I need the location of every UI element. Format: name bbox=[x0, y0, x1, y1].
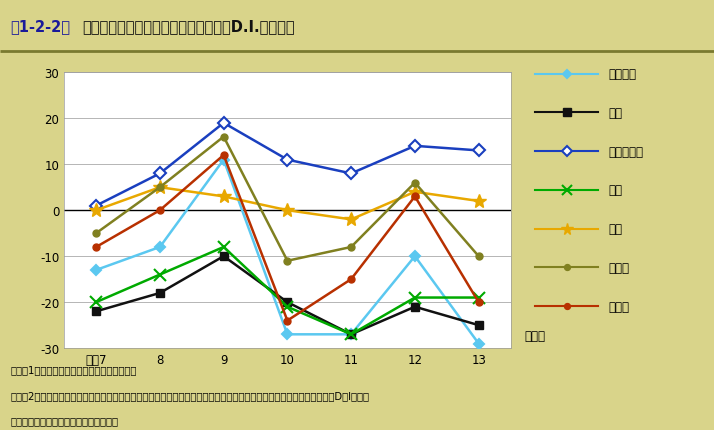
Text: 技能工: 技能工 bbox=[609, 261, 630, 274]
Text: 製造業における職種別過不足指数（D.I.）の推移: 製造業における職種別過不足指数（D.I.）の推移 bbox=[82, 19, 295, 34]
Text: 販売: 販売 bbox=[609, 223, 623, 236]
Text: 2．数値は労働者が「不足」と回答した事業所の比率から「過剰」と回答した事業所の比率を引いた値である（＝D．I．）。: 2．数値は労働者が「不足」と回答した事業所の比率から「過剰」と回答した事業所の比… bbox=[11, 390, 370, 400]
Text: 注）　1．各年とも８月調査の数値を用いた。: 注） 1．各年とも８月調査の数値を用いた。 bbox=[11, 365, 137, 375]
Text: 資料：厚生労働省「労働経済動向調査」: 資料：厚生労働省「労働経済動向調査」 bbox=[11, 416, 119, 426]
Text: 全労働者: 全労働者 bbox=[609, 68, 637, 81]
Text: 事務: 事務 bbox=[609, 184, 623, 197]
Text: （年）: （年） bbox=[525, 329, 545, 342]
Text: 専門・技術: 専門・技術 bbox=[609, 145, 644, 158]
Text: 第1-2-2図: 第1-2-2図 bbox=[11, 19, 71, 34]
Text: 管理: 管理 bbox=[609, 107, 623, 120]
Text: 単純工: 単純工 bbox=[609, 300, 630, 313]
